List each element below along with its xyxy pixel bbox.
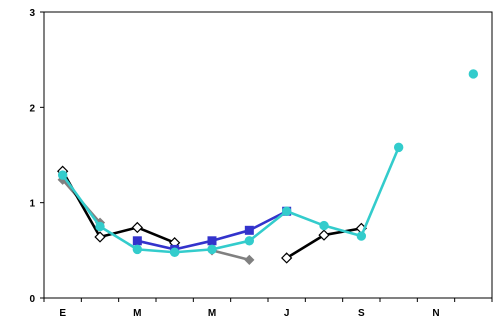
x-tick-label: N: [432, 308, 439, 319]
data-point: [57, 170, 68, 180]
plot-area: 0 1 2 3 E M M J S N: [29, 8, 493, 319]
y-tick-label: 1: [29, 199, 35, 210]
data-point: [131, 221, 143, 234]
data-point: [281, 252, 293, 264]
data-point: [281, 206, 292, 216]
series-line: [61, 146, 400, 254]
series-3: [57, 69, 479, 257]
data-point: [207, 236, 217, 246]
data-point: [94, 231, 106, 243]
y-tick-label: 0: [29, 294, 35, 305]
data-point: [244, 236, 255, 246]
data-point: [318, 229, 330, 241]
data-point: [207, 244, 217, 255]
series-line: [211, 249, 250, 262]
data-point: [356, 231, 367, 241]
data-point: [169, 247, 180, 257]
data-point: [132, 236, 142, 246]
plot-frame: [43, 11, 493, 299]
data-point: [468, 69, 479, 79]
data-point: [319, 220, 329, 231]
y-tick-label: 3: [29, 8, 35, 19]
x-tick-label: M: [133, 308, 141, 319]
data-point: [132, 244, 143, 255]
data-point: [95, 221, 105, 232]
y-tick-label: 2: [29, 103, 35, 114]
data-point: [244, 225, 254, 235]
x-tick-label: E: [59, 308, 66, 319]
data-point: [393, 142, 404, 153]
x-tick-label: M: [208, 308, 216, 319]
x-tick-label: S: [358, 308, 365, 319]
x-tick-label: J: [284, 308, 290, 319]
data-point: [244, 254, 255, 265]
series-line: [61, 170, 176, 244]
